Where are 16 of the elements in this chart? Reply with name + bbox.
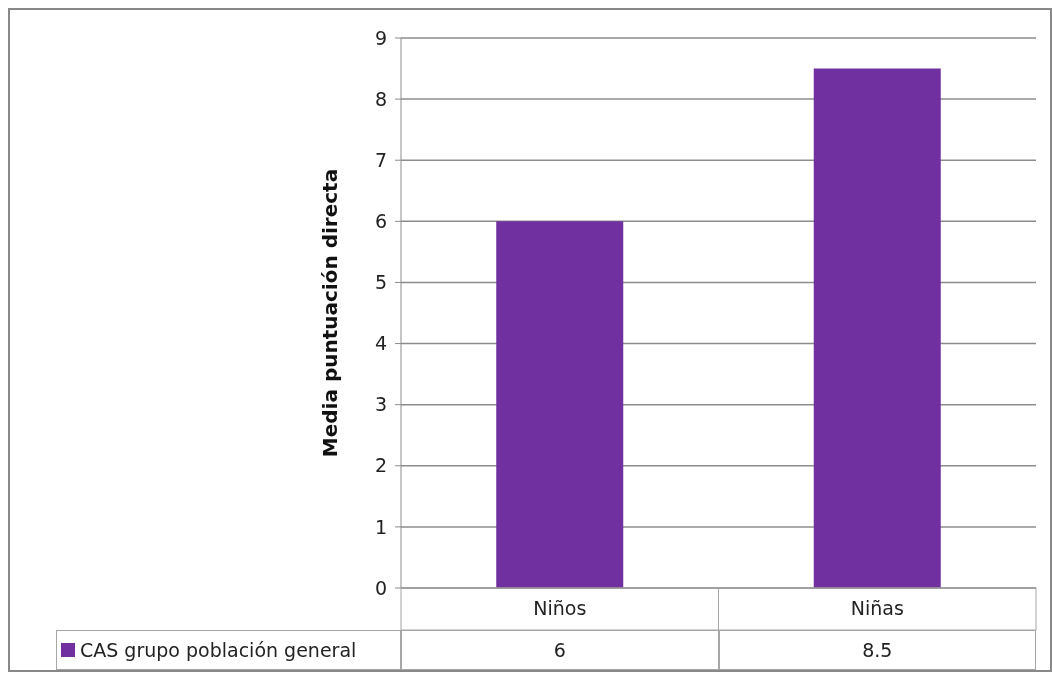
y-axis-title: Media puntuación directa xyxy=(318,168,343,458)
y-tick-label: 7 xyxy=(374,148,387,171)
data-label: 6 xyxy=(401,630,719,670)
y-tick-label: 1 xyxy=(374,515,387,538)
y-tick-label: 0 xyxy=(374,576,387,599)
y-tick-label: 6 xyxy=(374,209,387,232)
y-tick-label: 9 xyxy=(374,26,387,49)
data-label: 8.5 xyxy=(718,630,1036,670)
y-tick-label: 4 xyxy=(374,332,387,355)
y-tick-label: 3 xyxy=(374,393,387,416)
y-tick-label: 5 xyxy=(374,271,387,294)
y-tick-label: 8 xyxy=(374,87,387,110)
legend-label: CAS grupo población general xyxy=(80,639,357,661)
x-tick-label: Niñas xyxy=(850,597,904,619)
y-tick-label: 2 xyxy=(374,454,387,477)
x-tick-label: Niños xyxy=(533,597,587,619)
